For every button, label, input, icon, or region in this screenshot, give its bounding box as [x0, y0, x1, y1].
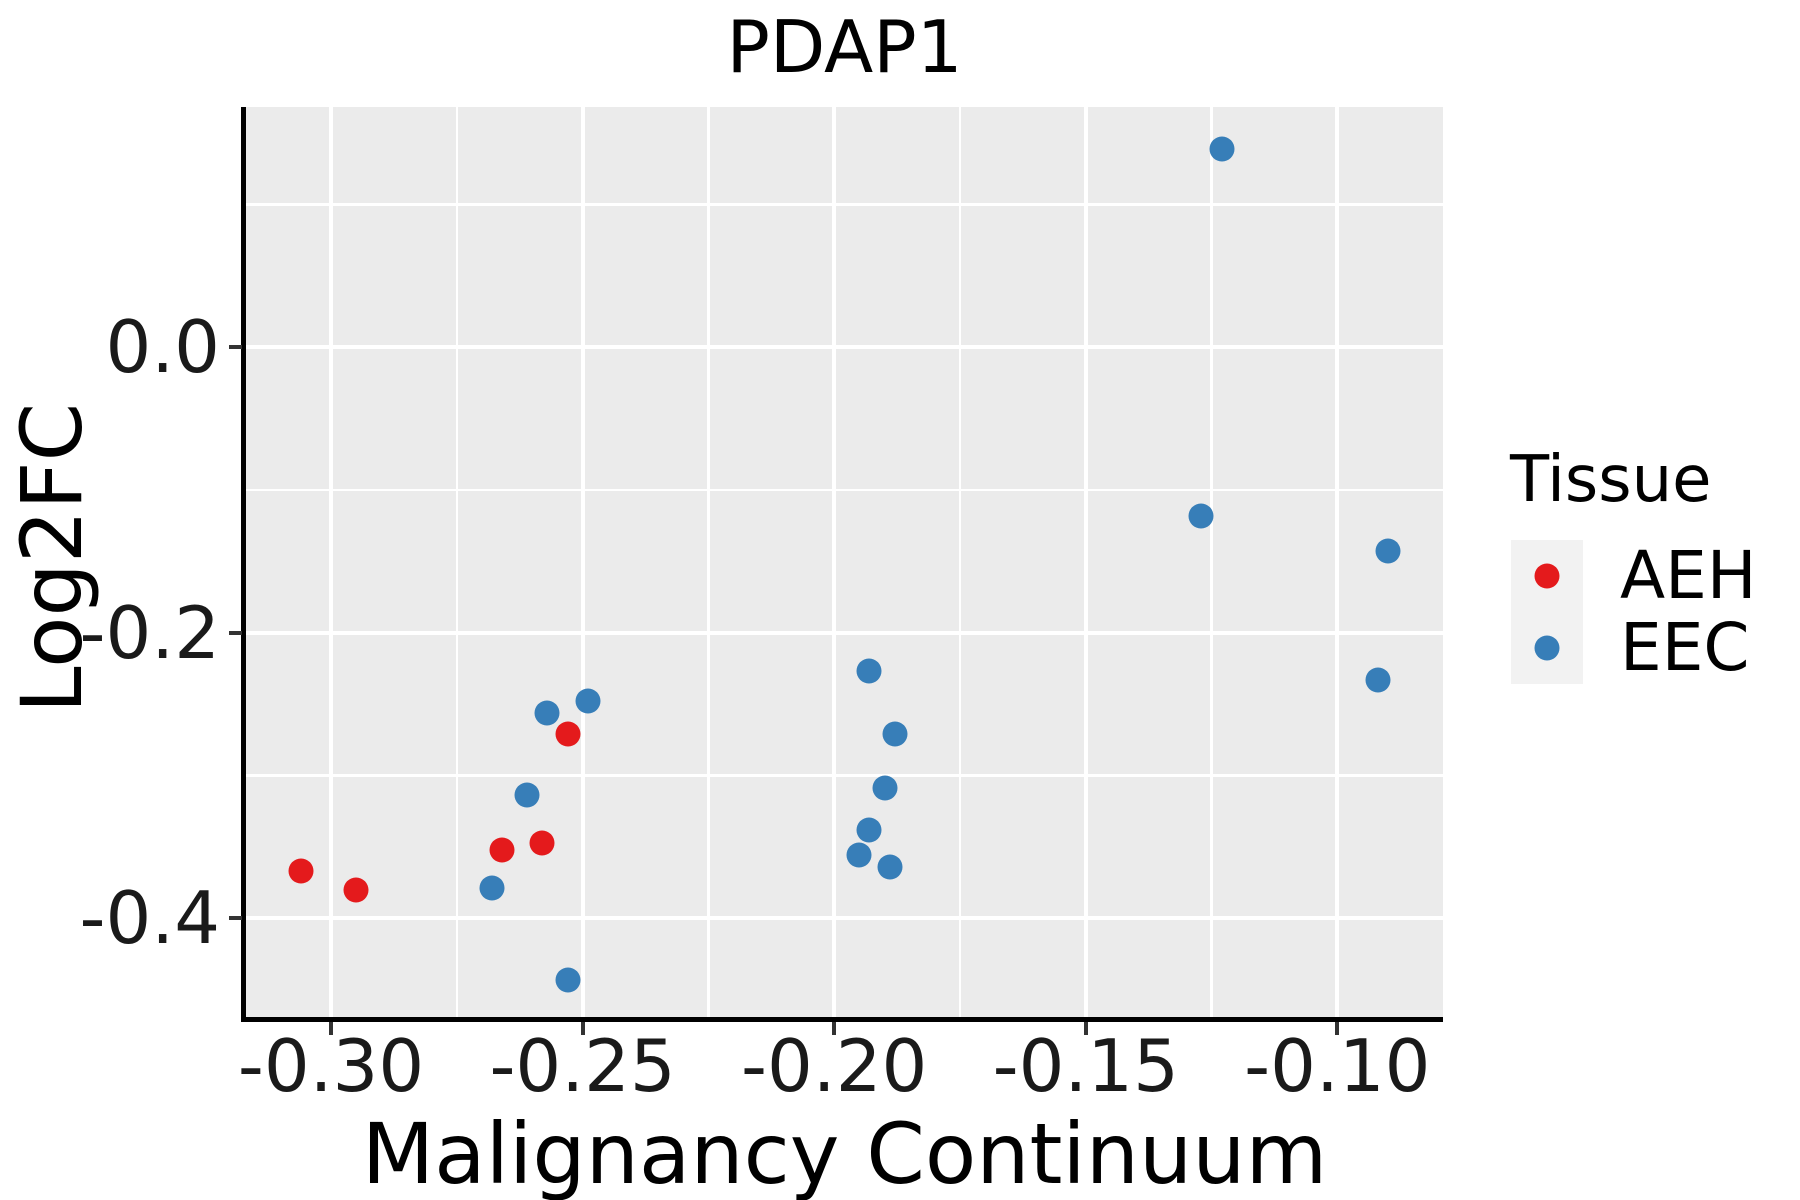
x-axis-title: Malignancy Continuum: [361, 1105, 1328, 1200]
gridline-y-minor: [246, 774, 1443, 777]
plot-title: PDAP1: [726, 5, 963, 89]
gridline-x-major: [1335, 107, 1340, 1018]
data-point-eec: [534, 700, 560, 726]
y-tick-mark: [229, 630, 242, 635]
data-point-eec: [877, 854, 903, 880]
gridline-x-major: [1083, 107, 1088, 1018]
data-point-eec: [555, 967, 580, 993]
legend-label-eec: EEC: [1620, 609, 1750, 686]
legend-label-aeh: AEH: [1620, 537, 1757, 614]
legend-key-eec: [1511, 612, 1583, 684]
gridline-x-major: [580, 107, 585, 1018]
data-point-eec: [846, 842, 872, 868]
data-point-eec: [479, 875, 505, 901]
data-point-eec: [1375, 538, 1401, 564]
gridline-y-minor: [246, 488, 1443, 492]
data-point-aeh: [555, 721, 580, 747]
x-tick-mark: [1083, 1022, 1088, 1035]
gridline-x-major: [329, 107, 334, 1018]
gridline-x-major: [832, 107, 837, 1018]
legend-title: Tissue: [1510, 443, 1712, 517]
x-tick-label: -0.25: [489, 1024, 676, 1108]
y-axis-spine: [241, 107, 246, 1022]
data-point-aeh: [529, 830, 555, 856]
gridline-y-minor: [246, 203, 1443, 206]
y-tick-mark: [229, 345, 242, 350]
gridline-y-major: [246, 916, 1443, 921]
y-tick-label: -0.4: [79, 876, 220, 961]
legend-dot-eec: [1534, 635, 1560, 661]
legend: Tissue AEH EEC: [1508, 0, 1800, 1200]
data-point-aeh: [489, 837, 515, 863]
y-tick-label: 0.0: [105, 305, 220, 390]
data-point-eec: [1188, 503, 1214, 529]
legend-dot-aeh: [1534, 563, 1560, 589]
data-point-aeh: [288, 858, 314, 884]
gridline-x-minor: [455, 107, 459, 1018]
y-tick-label: -0.2: [79, 590, 220, 675]
data-point-eec: [575, 688, 601, 714]
x-tick-mark: [1335, 1022, 1340, 1035]
x-tick-label: -0.10: [1244, 1024, 1431, 1108]
data-point-eec: [514, 782, 540, 808]
data-point-eec: [872, 775, 897, 801]
x-tick-mark: [329, 1022, 334, 1035]
gridline-x-minor: [1210, 107, 1213, 1018]
x-tick-label: -0.15: [992, 1024, 1179, 1108]
gridline-y-major: [246, 345, 1443, 350]
data-point-eec: [856, 658, 882, 684]
x-tick-label: -0.20: [741, 1024, 928, 1108]
data-point-eec: [882, 721, 908, 747]
gridline-x-minor: [958, 107, 962, 1018]
data-point-aeh: [343, 877, 369, 903]
x-tick-mark: [580, 1022, 585, 1035]
data-point-eec: [1365, 667, 1391, 693]
plot-panel: [246, 107, 1443, 1018]
y-tick-mark: [229, 916, 242, 921]
x-tick-mark: [832, 1022, 837, 1035]
legend-key-aeh: [1511, 540, 1583, 612]
data-point-eec: [1209, 136, 1235, 162]
gridline-y-major: [246, 630, 1443, 635]
x-axis-spine: [241, 1017, 1443, 1022]
gridline-x-minor: [707, 107, 710, 1018]
data-point-eec: [856, 817, 882, 843]
x-tick-label: -0.30: [237, 1024, 425, 1108]
